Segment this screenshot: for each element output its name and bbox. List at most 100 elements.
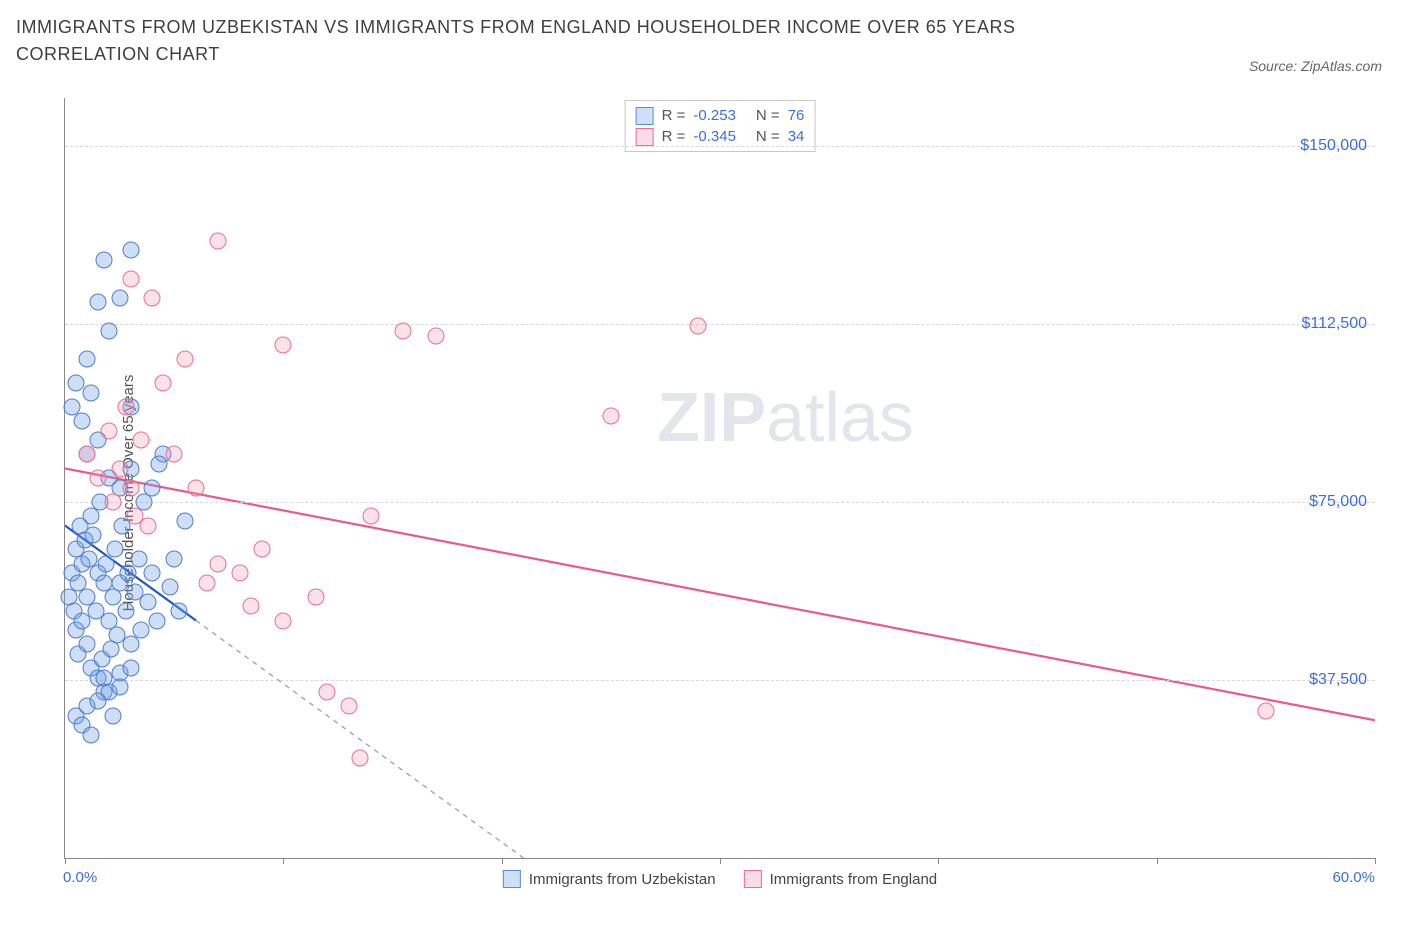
x-max-label: 60.0% xyxy=(1332,869,1375,886)
data-point-uzbekistan xyxy=(177,512,194,529)
gridline xyxy=(65,502,1375,503)
x-tick xyxy=(720,858,721,864)
data-point-england xyxy=(166,446,183,463)
gridline xyxy=(65,146,1375,147)
data-point-uzbekistan xyxy=(105,707,122,724)
data-point-uzbekistan xyxy=(89,294,106,311)
data-point-england xyxy=(78,446,95,463)
data-point-uzbekistan xyxy=(144,565,161,582)
data-point-uzbekistan xyxy=(148,612,165,629)
data-point-england xyxy=(139,517,156,534)
swatch-icon xyxy=(744,870,762,888)
x-tick xyxy=(65,858,66,864)
data-point-england xyxy=(105,493,122,510)
legend-r-label: R = xyxy=(662,105,686,126)
data-point-uzbekistan xyxy=(67,375,84,392)
gridline xyxy=(65,324,1375,325)
legend-n-label: N = xyxy=(756,126,780,147)
data-point-england xyxy=(242,598,259,615)
data-point-uzbekistan xyxy=(122,636,139,653)
data-point-uzbekistan xyxy=(111,679,128,696)
data-point-uzbekistan xyxy=(150,455,167,472)
legend-n-value: 76 xyxy=(788,105,805,126)
data-point-england xyxy=(155,375,172,392)
regression-lines xyxy=(65,98,1375,858)
data-point-england xyxy=(275,337,292,354)
data-point-england xyxy=(395,322,412,339)
data-point-england xyxy=(351,750,368,767)
swatch-icon xyxy=(636,128,654,146)
data-point-uzbekistan xyxy=(144,479,161,496)
data-point-uzbekistan xyxy=(111,289,128,306)
legend-series: Immigrants from Uzbekistan Immigrants fro… xyxy=(503,870,937,888)
data-point-uzbekistan xyxy=(166,550,183,567)
data-point-england xyxy=(308,588,325,605)
y-tick-label: $112,500 xyxy=(1301,315,1367,333)
legend-row-uzbekistan: R = -0.253 N = 76 xyxy=(636,105,805,126)
data-point-uzbekistan xyxy=(161,579,178,596)
legend-series-name: Immigrants from Uzbekistan xyxy=(529,871,716,888)
source-label: Source: ZipAtlas.com xyxy=(1249,58,1382,74)
data-point-england xyxy=(231,565,248,582)
legend-row-england: R = -0.345 N = 34 xyxy=(636,126,805,147)
x-tick xyxy=(502,858,503,864)
legend-r-value: -0.253 xyxy=(693,105,736,126)
data-point-uzbekistan xyxy=(122,242,139,259)
legend-n-value: 34 xyxy=(788,126,805,147)
data-point-england xyxy=(209,232,226,249)
data-point-uzbekistan xyxy=(107,541,124,558)
data-point-england xyxy=(690,318,707,335)
data-point-uzbekistan xyxy=(83,726,100,743)
y-tick-label: $150,000 xyxy=(1300,137,1367,155)
plot-area: ZIPatlas R =-0.253N =76R =-0.345N =34 Im… xyxy=(64,98,1375,859)
data-point-england xyxy=(144,289,161,306)
data-point-england xyxy=(100,422,117,439)
legend-n-label: N = xyxy=(756,105,780,126)
x-tick xyxy=(1375,858,1376,864)
swatch-icon xyxy=(503,870,521,888)
data-point-uzbekistan xyxy=(133,622,150,639)
data-point-uzbekistan xyxy=(100,322,117,339)
data-point-england xyxy=(122,270,139,287)
data-point-uzbekistan xyxy=(85,527,102,544)
data-point-england xyxy=(209,555,226,572)
legend-r-label: R = xyxy=(662,126,686,147)
y-tick-label: $37,500 xyxy=(1309,671,1367,689)
data-point-england xyxy=(118,398,135,415)
chart-container: Householder Income Over 65 years ZIPatla… xyxy=(16,98,1390,888)
data-point-uzbekistan xyxy=(96,251,113,268)
data-point-england xyxy=(133,432,150,449)
data-point-uzbekistan xyxy=(78,636,95,653)
data-point-uzbekistan xyxy=(120,565,137,582)
x-min-label: 0.0% xyxy=(63,869,97,886)
data-point-england xyxy=(362,508,379,525)
data-point-england xyxy=(122,479,139,496)
y-tick-label: $75,000 xyxy=(1309,493,1367,511)
x-tick xyxy=(938,858,939,864)
legend-item-england: Immigrants from England xyxy=(744,870,938,888)
data-point-england xyxy=(428,327,445,344)
data-point-england xyxy=(602,408,619,425)
data-point-england xyxy=(89,470,106,487)
gridline xyxy=(65,680,1375,681)
data-point-uzbekistan xyxy=(139,593,156,610)
data-point-england xyxy=(177,351,194,368)
x-tick xyxy=(283,858,284,864)
data-point-uzbekistan xyxy=(122,660,139,677)
data-point-uzbekistan xyxy=(131,550,148,567)
data-point-england xyxy=(188,479,205,496)
swatch-icon xyxy=(636,107,654,125)
data-point-uzbekistan xyxy=(118,603,135,620)
data-point-england xyxy=(111,460,128,477)
data-point-england xyxy=(1257,702,1274,719)
data-point-uzbekistan xyxy=(74,413,91,430)
data-point-england xyxy=(340,698,357,715)
data-point-england xyxy=(253,541,270,558)
legend-item-uzbekistan: Immigrants from Uzbekistan xyxy=(503,870,716,888)
data-point-uzbekistan xyxy=(78,351,95,368)
data-point-england xyxy=(198,574,215,591)
chart-title: IMMIGRANTS FROM UZBEKISTAN VS IMMIGRANTS… xyxy=(16,14,1116,68)
watermark: ZIPatlas xyxy=(657,377,914,457)
data-point-england xyxy=(319,683,336,700)
legend-r-value: -0.345 xyxy=(693,126,736,147)
